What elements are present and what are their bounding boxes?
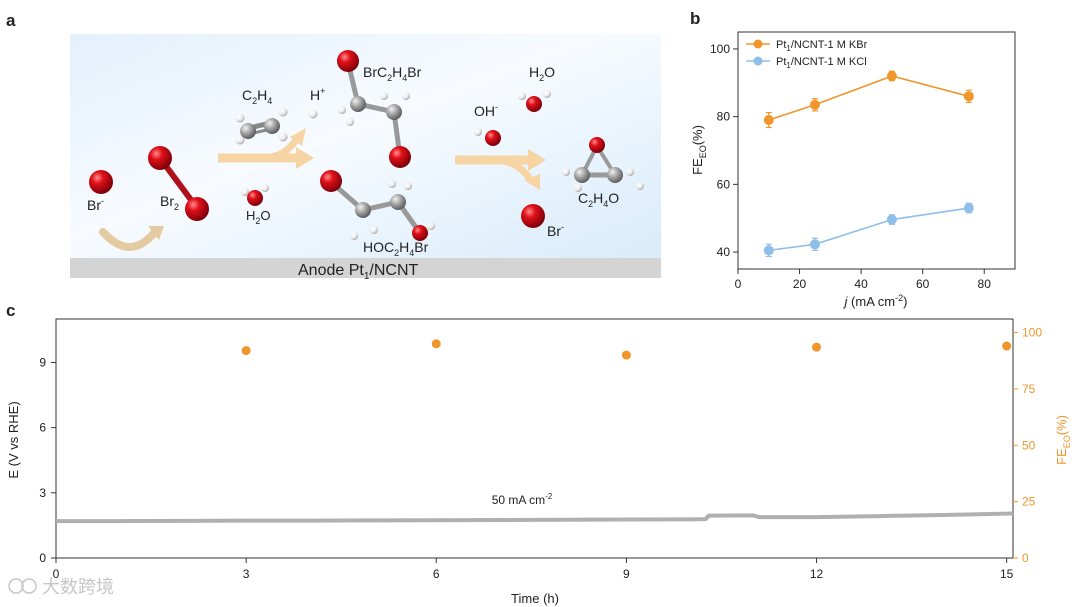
panel-c-label: c: [6, 301, 15, 320]
series-line-0: [768, 75, 970, 121]
chart-b-frame: [737, 31, 1016, 270]
fe-data-point: [812, 342, 822, 352]
bromohydrin-molecule: [320, 170, 435, 241]
watermark: 大数跨境: [8, 577, 114, 598]
watermark-logo-icon: [8, 578, 24, 594]
oxidation-curved-arrow: [99, 228, 159, 251]
chart-c-ticks: 0 3 6 9 12 15 0 3 6 9 0 25 50 75 100: [39, 326, 1042, 581]
fe-data-point: [621, 350, 631, 360]
chart-c-ylabel-right: FEEO(%): [1054, 415, 1072, 465]
reaction-arrow-1: [218, 128, 314, 169]
chart-b-ticks: 0 20 40 60 80 40 60 80 100: [710, 42, 991, 291]
anode-surface: [70, 258, 661, 278]
bromohydrin-label: HOC2H4Br: [363, 239, 429, 258]
chart-b-ylabel: FEEO(%): [690, 125, 708, 175]
bromide-out-label: Br-: [547, 222, 564, 239]
chart-b-xlabel: j (mA cm-2): [843, 293, 908, 309]
chart-b-legend: Pt1/NCNT-1 M KBr Pt1/NCNT-1 M KCl: [746, 39, 868, 70]
y-tick-label: 60: [717, 177, 731, 191]
legend-label-kcl: Pt1/NCNT-1 M KCl: [776, 56, 867, 70]
x-tick-label: 6: [433, 567, 440, 581]
reaction-arrow-2: [455, 149, 546, 190]
data-point: [809, 99, 820, 110]
ethylene-molecule: [235, 107, 288, 145]
series-line-1: [768, 207, 969, 252]
x-tick-label: 3: [243, 567, 250, 581]
ethylene-oxide-molecule: [562, 137, 644, 192]
chart-c-ylabel-left: E (V vs RHE): [6, 401, 21, 478]
y-right-tick-label: 75: [1022, 382, 1036, 396]
hydroxide-label: OH-: [474, 102, 498, 119]
watermark-text: 大数跨境: [42, 577, 114, 598]
data-point: [763, 245, 774, 256]
y-left-tick-label: 9: [39, 355, 46, 369]
br2-atom-bottom: [185, 197, 209, 221]
water-molecule-2: [518, 90, 551, 112]
y-right-tick-label: 25: [1022, 495, 1036, 509]
y-right-tick-label: 100: [1022, 326, 1042, 340]
dibromoethane-label: BrC2H4Br: [363, 64, 422, 83]
data-point: [763, 115, 774, 126]
curved-arrow-head: [148, 226, 164, 240]
x-tick-label: 12: [810, 567, 824, 581]
legend-label-kbr: Pt1/NCNT-1 M KBr: [776, 39, 868, 53]
chart-c-xlabel: Time (h): [511, 591, 559, 606]
ethylene-label: C2H4: [242, 87, 272, 106]
x-tick-label: 40: [854, 277, 868, 291]
x-tick-label: 9: [623, 567, 630, 581]
proton-atom: [308, 109, 318, 119]
y-tick-label: 100: [710, 42, 730, 56]
legend-marker-kcl: [753, 56, 763, 66]
hydroxide-h-atom: [474, 128, 482, 136]
data-point: [963, 91, 974, 102]
y-left-tick-label: 3: [39, 486, 46, 500]
br2-atom-top: [148, 146, 172, 170]
fe-data-point: [431, 339, 441, 349]
data-point: [886, 214, 897, 225]
br2-label: Br2: [160, 193, 179, 212]
proton-label: H+: [310, 86, 325, 103]
x-tick-label: 60: [916, 277, 930, 291]
potential-curve: [56, 511, 1014, 524]
surface-label: Anode Pt1/NCNT: [298, 262, 419, 282]
y-tick-label: 80: [717, 110, 731, 124]
legend-marker-kbr: [753, 39, 763, 49]
current-density-annotation: 50 mA cm-2: [492, 492, 553, 507]
x-tick-label: 0: [735, 277, 742, 291]
bromide-ion-atom: [89, 170, 113, 194]
panel-a-label: a: [6, 11, 16, 30]
chart-c-frame: [55, 318, 1014, 559]
chart-b: b 0 20 40 60 80 40 60 80 100 Pt1/NCNT-1 M KBr Pt…: [690, 9, 1016, 309]
y-left-tick-label: 6: [39, 421, 46, 435]
chart-b-series: [763, 70, 974, 258]
data-point: [809, 239, 820, 250]
water-label-1: H2O: [246, 208, 271, 226]
data-point: [886, 71, 897, 82]
reaction-scheme: a Anode Pt1/NCNT Br- Br2 C2H4: [6, 11, 661, 282]
dibromoethane-molecule: [337, 50, 411, 168]
x-tick-label: 20: [793, 277, 807, 291]
y-left-tick-label: 0: [39, 551, 46, 565]
x-tick-label: 80: [978, 277, 992, 291]
scheme-background: [70, 34, 661, 262]
ethylene-oxide-label: C2H4O: [578, 190, 619, 209]
y-right-tick-label: 0: [1022, 551, 1029, 565]
x-tick-label: 0: [53, 567, 60, 581]
panel-b-label: b: [690, 9, 700, 28]
x-tick-label: 15: [1000, 567, 1014, 581]
chart-c: c 0 3 6 9 12 15 0 3 6 9 0 25 50 75 100 50 mA cm-2 Time…: [6, 301, 1072, 606]
fe-data-point: [1002, 341, 1012, 351]
bromide-out-atom: [521, 204, 545, 228]
y-right-tick-label: 50: [1022, 438, 1036, 452]
water-molecule-1: [241, 184, 269, 206]
fe-data-point: [241, 346, 251, 356]
bromide-ion-label: Br-: [87, 196, 104, 213]
hydroxide-o-atom: [485, 130, 501, 146]
y-tick-label: 40: [717, 245, 731, 259]
water-label-2: H2O: [529, 64, 555, 83]
data-point: [963, 203, 974, 214]
chart-c-series: [56, 339, 1014, 524]
